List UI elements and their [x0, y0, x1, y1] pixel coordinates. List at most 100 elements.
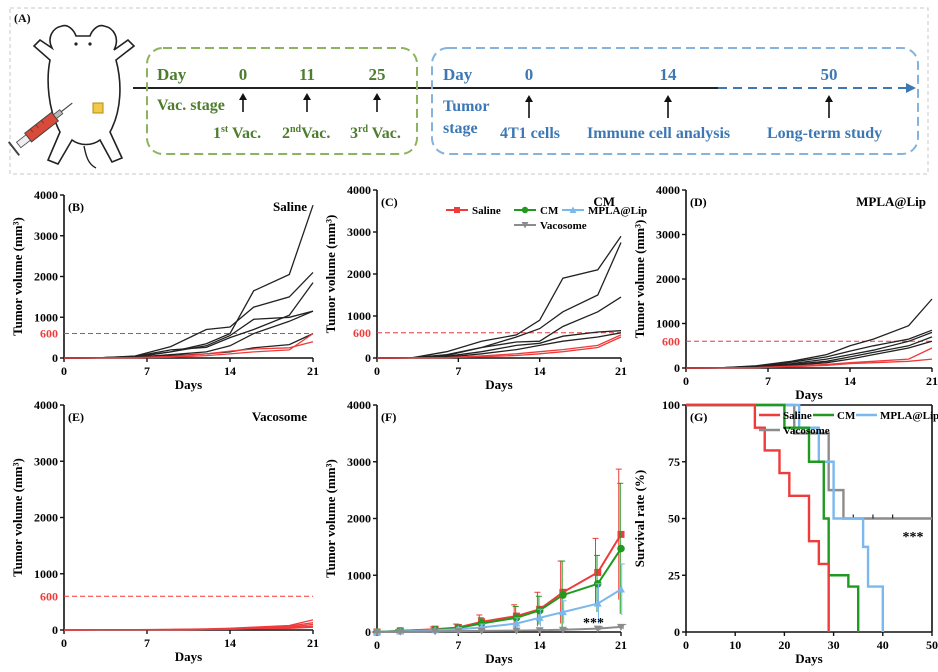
y-tick-label: 75 [668, 455, 680, 469]
tumor-day-50: 50 [821, 65, 838, 84]
tumor-curve-7 [685, 358, 933, 369]
panel-label: (B) [68, 200, 84, 214]
x-axis-title: Days [175, 377, 202, 392]
tumor-stage-box [431, 47, 919, 155]
vac-1-label: 1st Vac. [213, 124, 261, 142]
vac-day-0: 0 [239, 65, 248, 84]
threshold-label: 600 [353, 326, 371, 340]
data-point [558, 608, 567, 616]
vac-arrows [242, 98, 378, 112]
vac-arrowheads-icon [239, 93, 381, 100]
event-4t1-cells: 4T1 cells [500, 125, 560, 142]
panel-label: (E) [68, 410, 84, 424]
x-axis-title: Days [795, 651, 822, 666]
x-axis-title: Days [795, 387, 822, 402]
chart-d: 0 7 14 21 0 1000 2000 3000 4000 Days Tumor volume … [632, 183, 938, 402]
data-point [535, 627, 544, 635]
event-immune-cell-analysis: Immune cell analysis [587, 125, 730, 142]
x-tick-label: 14 [534, 364, 546, 378]
y-tick-label: 4000 [347, 398, 371, 412]
data-point [593, 599, 602, 607]
threshold-label: 600 [40, 589, 58, 603]
y-tick-label: 4000 [347, 183, 371, 197]
legend-marker [521, 206, 529, 214]
chart-e: 0 7 14 21 0 1000 2000 3000 4000 Days Tumor volume … [10, 398, 319, 664]
y-tick-label: 0 [52, 351, 58, 365]
x-axis-title: Days [175, 649, 202, 664]
data-point [558, 626, 567, 634]
tumor-day-14: 14 [660, 65, 678, 84]
chart-title: CM [593, 194, 615, 209]
survival-curve-saline [686, 403, 830, 632]
tumor-curve-7 [376, 336, 622, 359]
x-axis-title: Days [485, 377, 512, 392]
y-axis-title: Survival rate (%) [632, 470, 647, 567]
y-tick-label: 2000 [656, 272, 680, 286]
data-point [477, 627, 486, 635]
y-tick-label: 1000 [347, 309, 371, 323]
y-tick-label: 1000 [347, 568, 371, 582]
chart-f: 0 7 14 21 0 1000 2000 3000 4000 Days Tumor volume … [323, 205, 647, 666]
x-tick-label: 0 [61, 636, 67, 650]
legend-label: MPLA@Lip [588, 205, 647, 217]
tumor-stage-label-2: stage [443, 120, 478, 137]
x-tick-label: 14 [844, 374, 856, 388]
x-tick-label: 14 [224, 364, 236, 378]
x-tick-label: 10 [729, 638, 741, 652]
chart-title: MPLA@Lip [856, 194, 926, 209]
tumor-curve-1 [63, 204, 314, 359]
data-point [512, 619, 521, 627]
tumor-arrows [528, 100, 830, 118]
x-tick-label: 7 [765, 374, 771, 388]
x-tick-label: 14 [534, 638, 546, 652]
tumor-curve-2 [376, 242, 622, 359]
vac-day-label: Day [157, 65, 187, 84]
tumor-stage-label-1: Tumor [443, 98, 490, 115]
y-tick-label: 2000 [347, 512, 371, 526]
y-tick-label: 4000 [34, 188, 58, 202]
x-tick-label: 0 [683, 638, 689, 652]
data-point [617, 623, 625, 631]
x-tick-label: 21 [615, 638, 627, 652]
legend-label: Vacosome [540, 220, 587, 232]
tumor-curve-6 [63, 333, 314, 359]
data-point [617, 585, 625, 593]
vac-day-25: 25 [369, 65, 386, 84]
y-axis-title: Tumor volume (mm³) [632, 220, 647, 339]
legend-label: Saline [783, 410, 812, 422]
x-tick-label: 30 [828, 638, 840, 652]
y-tick-label: 1000 [34, 567, 58, 581]
y-tick-label: 0 [52, 623, 58, 637]
x-tick-label: 50 [926, 638, 938, 652]
chart-c: 0 7 14 21 0 1000 2000 3000 4000 Days Tumor volume … [323, 183, 627, 392]
panel-label: (D) [690, 195, 707, 209]
x-tick-label: 0 [374, 364, 380, 378]
data-point [617, 530, 625, 538]
x-tick-label: 0 [61, 364, 67, 378]
y-tick-label: 1000 [656, 317, 680, 331]
scheme-panel: (A) Day 0 11 25 [7, 7, 929, 175]
y-axis-title: Tumor volume (mm³) [323, 215, 338, 334]
event-long-term-study: Long-term study [767, 125, 882, 142]
y-tick-label: 2000 [34, 511, 58, 525]
y-tick-label: 0 [674, 625, 680, 639]
legend-label: CM [837, 410, 856, 422]
chart-b: 0 7 14 21 0 1000 2000 3000 4000 Days Tumor volume … [10, 188, 319, 392]
series-cm [373, 482, 625, 636]
y-tick-label: 2000 [34, 270, 58, 284]
y-tick-label: 4000 [656, 183, 680, 197]
data-point [535, 613, 544, 621]
legend-marker [569, 206, 577, 213]
data-point [396, 628, 405, 636]
tumor-curve-1 [376, 235, 622, 359]
x-tick-label: 21 [615, 364, 627, 378]
data-point [594, 568, 602, 576]
legend-label: Saline [472, 205, 501, 217]
mean-line [376, 625, 622, 633]
significance-annotation: *** [583, 616, 604, 631]
tumor-curve-5 [63, 626, 314, 631]
x-tick-label: 7 [455, 638, 461, 652]
series-vacosome [373, 623, 627, 636]
panel-label: (F) [381, 410, 396, 424]
x-tick-label: 7 [455, 364, 461, 378]
